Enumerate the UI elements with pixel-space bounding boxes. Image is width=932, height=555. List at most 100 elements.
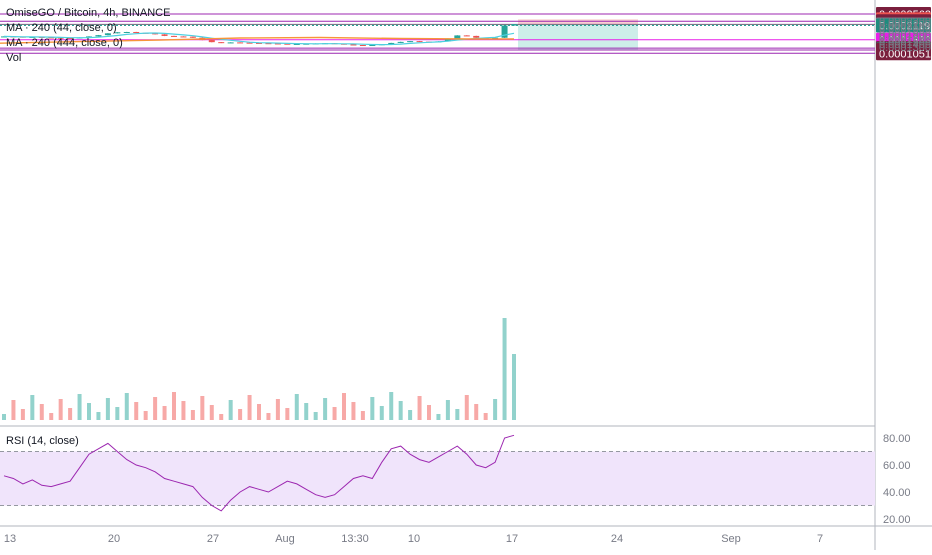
volume-bar bbox=[342, 393, 346, 420]
price-tick: 0.0001400 bbox=[879, 39, 931, 51]
volume-bar bbox=[332, 407, 337, 420]
volume-bar bbox=[455, 409, 460, 420]
volume-bar bbox=[68, 408, 73, 420]
rsi-line bbox=[3, 434, 515, 512]
volume-bar bbox=[370, 397, 375, 420]
volume-bar bbox=[30, 395, 35, 420]
volume-bar bbox=[228, 400, 233, 420]
volume-bar bbox=[219, 414, 224, 420]
volume-bar bbox=[20, 409, 25, 420]
price-tick: 0.0001300 bbox=[879, 42, 931, 54]
candle-body bbox=[67, 37, 74, 39]
candle-body bbox=[171, 35, 177, 37]
volume-bar bbox=[105, 398, 110, 420]
target-zone bbox=[518, 24, 638, 50]
candle-body bbox=[227, 42, 234, 44]
volume-bar bbox=[294, 394, 299, 420]
volume-bar bbox=[153, 397, 158, 420]
candle-body bbox=[218, 42, 225, 44]
volume-bar bbox=[436, 414, 441, 420]
volume-bar bbox=[464, 395, 469, 420]
rsi-band bbox=[0, 451, 875, 506]
price-tick: 0.0002300 bbox=[879, 16, 931, 28]
volume-bar bbox=[323, 398, 328, 420]
candle-body bbox=[152, 33, 159, 35]
candle-body bbox=[492, 37, 499, 39]
price-tick: 0.0001500 bbox=[879, 37, 931, 49]
volume-bar bbox=[389, 392, 394, 420]
candle-body bbox=[133, 32, 140, 34]
candle-body bbox=[397, 41, 404, 43]
volume-bar bbox=[39, 404, 44, 420]
candle-body bbox=[369, 45, 376, 47]
rsi-tick: 20.00 bbox=[883, 514, 911, 526]
price-label-bg bbox=[876, 18, 931, 33]
candle-body bbox=[293, 43, 300, 45]
volume-bar bbox=[209, 405, 214, 420]
time-tick: 13 bbox=[4, 533, 16, 545]
volume-bar bbox=[379, 406, 384, 420]
stop-zone bbox=[518, 19, 638, 25]
volume-bar bbox=[172, 392, 176, 420]
candle-body bbox=[48, 37, 55, 39]
price-tick: 0.0002000 bbox=[879, 24, 931, 36]
time-tick: 24 bbox=[611, 533, 623, 545]
volume-bar bbox=[247, 395, 252, 420]
candle-body bbox=[208, 40, 215, 43]
candle-body bbox=[189, 36, 196, 38]
volume-bar bbox=[58, 399, 63, 420]
price-label-text: 0.0002119 bbox=[879, 21, 930, 33]
time-tick: 7 bbox=[817, 533, 823, 545]
volume-bar bbox=[502, 318, 507, 420]
volume-bar bbox=[285, 408, 290, 420]
volume-bar bbox=[493, 399, 498, 420]
rsi-legend[interactable]: RSI (14, close) bbox=[6, 435, 79, 447]
volume-bar bbox=[96, 412, 101, 420]
volume-bar bbox=[351, 402, 356, 420]
volume-bar bbox=[2, 414, 6, 420]
candle-body bbox=[86, 36, 92, 38]
candle-body bbox=[454, 35, 461, 39]
candle-body bbox=[511, 24, 517, 26]
candle-body bbox=[274, 43, 281, 45]
candle-body bbox=[350, 44, 357, 46]
price-tick: 0.0001800 bbox=[879, 29, 931, 41]
rsi-tick: 80.00 bbox=[883, 433, 911, 445]
candle-body bbox=[123, 32, 130, 34]
symbol-title[interactable]: OmiseGO / Bitcoin, 4h, BINANCE bbox=[6, 7, 171, 19]
volume-bar bbox=[238, 409, 243, 420]
rsi-tick: 60.00 bbox=[883, 460, 911, 472]
volume-bar bbox=[181, 401, 186, 420]
candle-body bbox=[57, 37, 64, 39]
price-label-bg bbox=[876, 46, 931, 61]
time-tick: 13:30 bbox=[341, 533, 369, 545]
candle-body bbox=[416, 41, 423, 43]
volume-bar bbox=[115, 407, 120, 420]
volume-bar bbox=[483, 413, 488, 420]
volume-bar bbox=[134, 402, 139, 420]
volume-bar bbox=[304, 403, 309, 420]
volume-bar bbox=[124, 393, 129, 420]
candle-body bbox=[463, 35, 470, 37]
candle-body bbox=[407, 41, 414, 43]
volume-bar bbox=[512, 354, 516, 420]
price-tick: 0.0002100 bbox=[879, 21, 931, 33]
candle-body bbox=[444, 38, 451, 42]
volume-bar bbox=[417, 396, 422, 420]
volume-bar bbox=[162, 406, 167, 420]
time-tick: 27 bbox=[207, 533, 219, 545]
volume-bar bbox=[360, 411, 365, 420]
ma-slow-label[interactable]: MA · 240 (444, close, 0) bbox=[6, 37, 123, 49]
volume-bar bbox=[313, 412, 318, 420]
time-tick: 10 bbox=[408, 533, 420, 545]
volume-label[interactable]: Vol bbox=[6, 52, 22, 64]
volume-bar bbox=[398, 401, 403, 420]
ma-fast-label[interactable]: MA · 240 (44, close, 0) bbox=[6, 22, 117, 34]
time-tick: 20 bbox=[108, 533, 120, 545]
ma-fast-line bbox=[3, 32, 515, 46]
candle-body bbox=[104, 33, 111, 36]
volume-bar bbox=[445, 400, 450, 420]
candle-body bbox=[180, 36, 187, 38]
